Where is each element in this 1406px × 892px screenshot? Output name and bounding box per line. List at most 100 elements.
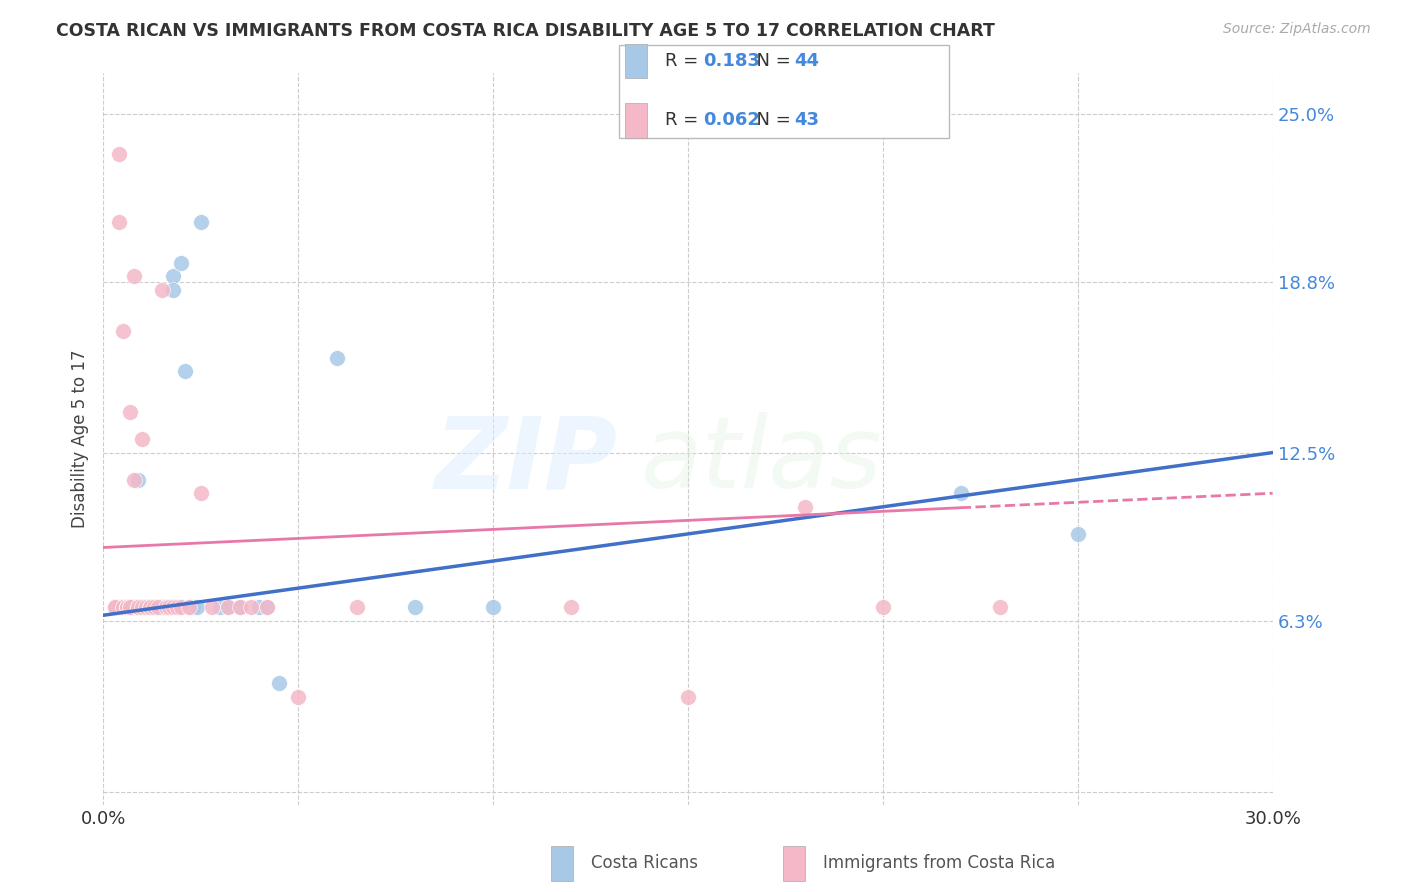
Text: R =: R = [665,52,704,70]
Point [162,600,184,615]
Point [177,600,200,615]
Point [1067,527,1090,541]
Point [120,600,142,615]
Point [146,600,169,615]
Point [155,600,177,615]
Point [209,600,232,615]
Point [127,600,149,615]
Point [131,600,153,615]
Point [120,600,142,615]
Point [150,283,173,297]
Point [256,600,278,615]
Text: atlas: atlas [641,412,883,509]
Text: 44: 44 [794,52,820,70]
Point [131,600,153,615]
Point [115,600,138,615]
Point [228,600,250,615]
Point [139,600,162,615]
Point [174,364,197,378]
Point [155,600,177,615]
Point [228,600,250,615]
Point [142,600,165,615]
Point [256,600,278,615]
Y-axis label: Disability Age 5 to 17: Disability Age 5 to 17 [72,350,89,528]
Point [217,600,239,615]
Point [201,600,224,615]
Point [135,600,157,615]
Text: 0.062: 0.062 [703,112,759,129]
Point [177,600,200,615]
Point [120,600,142,615]
Point [146,600,169,615]
Point [186,600,208,615]
Point [115,600,138,615]
Point [346,600,368,615]
Point [124,269,146,284]
Point [120,600,142,615]
Point [107,215,129,229]
Point [267,676,290,690]
Point [247,600,270,615]
Point [115,600,138,615]
Text: 0.183: 0.183 [703,52,761,70]
Point [988,600,1011,615]
Point [181,600,204,615]
Point [142,600,165,615]
Text: Immigrants from Costa Rica: Immigrants from Costa Rica [823,855,1054,872]
Point [139,600,162,615]
Point [150,600,173,615]
Point [120,600,142,615]
Point [139,600,162,615]
Text: R =: R = [665,112,704,129]
Point [107,147,129,161]
Point [166,600,188,615]
Point [872,600,894,615]
Point [131,600,153,615]
Point [124,600,146,615]
Point [190,486,212,500]
Text: N =: N = [745,52,797,70]
Point [793,500,815,514]
Text: Source: ZipAtlas.com: Source: ZipAtlas.com [1223,22,1371,37]
Point [104,600,127,615]
Point [124,473,146,487]
Point [162,269,184,284]
Point [166,600,188,615]
Point [404,600,426,615]
Point [111,600,134,615]
Point [157,600,180,615]
Point [560,600,582,615]
Point [111,324,134,338]
Point [162,283,184,297]
Text: 43: 43 [794,112,820,129]
Point [107,600,129,615]
Text: COSTA RICAN VS IMMIGRANTS FROM COSTA RICA DISABILITY AGE 5 TO 17 CORRELATION CHA: COSTA RICAN VS IMMIGRANTS FROM COSTA RIC… [56,22,995,40]
Point [482,600,505,615]
Point [142,600,165,615]
Point [190,215,212,229]
Point [127,473,149,487]
Point [157,600,180,615]
Point [135,600,157,615]
Point [150,600,173,615]
Point [217,600,239,615]
Point [115,600,138,615]
Point [111,600,134,615]
Text: Costa Ricans: Costa Ricans [591,855,697,872]
Point [104,600,127,615]
Text: ZIP: ZIP [434,412,617,509]
Point [120,405,142,419]
Point [115,600,138,615]
Point [949,486,972,500]
Point [240,600,263,615]
Point [131,432,153,446]
Point [139,600,162,615]
Point [124,600,146,615]
Point [170,256,193,270]
Point [170,600,193,615]
Point [287,690,309,704]
Point [127,600,149,615]
Point [676,690,699,704]
Point [104,600,127,615]
Point [326,351,349,365]
